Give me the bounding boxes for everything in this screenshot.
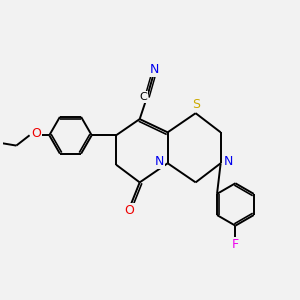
Text: O: O xyxy=(31,127,41,140)
Text: N: N xyxy=(224,155,234,168)
Text: O: O xyxy=(124,205,134,218)
Text: S: S xyxy=(192,98,200,111)
Text: F: F xyxy=(232,238,239,251)
Text: N: N xyxy=(149,63,159,76)
Text: C: C xyxy=(140,92,147,102)
Text: N: N xyxy=(155,155,164,168)
